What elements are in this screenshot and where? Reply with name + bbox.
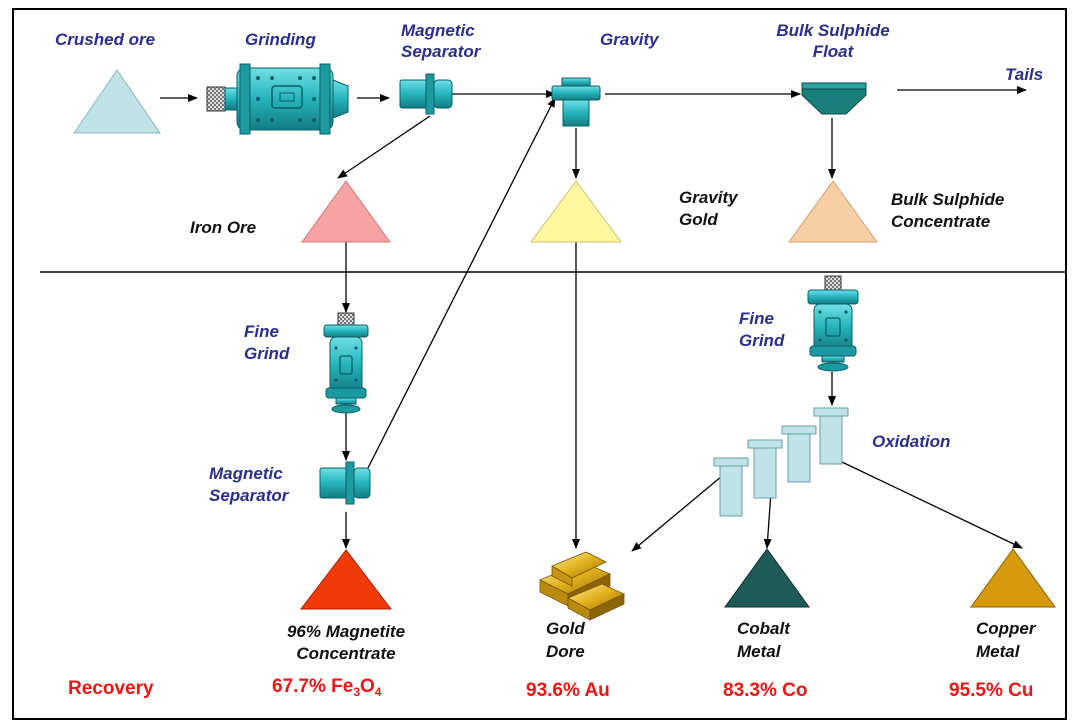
label-fine-grind-left-l2: Grind xyxy=(244,344,290,363)
recovery-label: Recovery xyxy=(68,678,154,699)
label-grinding: Grinding xyxy=(245,30,316,49)
arrow-magsep2-to-gravity xyxy=(367,97,556,469)
label-bulk-sulphide-concentrate-l2: Concentrate xyxy=(891,212,991,231)
label-oxidation: Oxidation xyxy=(872,432,951,451)
magnetic-separator-2-icon xyxy=(319,461,371,505)
label-cobalt-metal-l1: Cobalt xyxy=(737,619,790,638)
label-bulk-sulphide-float-l2: Float xyxy=(812,42,854,61)
arrow-oxidation-to-gold xyxy=(631,475,723,552)
label-bulk-sulphide-concentrate-l1: Bulk Sulphide xyxy=(891,190,1005,209)
label-magnetite-l1: 96% Magnetite xyxy=(286,622,406,641)
crushed-ore-pile xyxy=(73,69,161,134)
label-gravity-gold-l2: Gold xyxy=(679,210,718,229)
label-magnetic-separator-2-l2: Separator xyxy=(209,486,289,505)
label-cobalt-metal-l2: Metal xyxy=(737,642,781,661)
grinding-mill-icon xyxy=(206,63,349,135)
label-fine-grind-right-l1: Fine xyxy=(739,309,774,328)
iron-ore-pile xyxy=(301,180,391,243)
copper-metal-pile xyxy=(970,548,1056,608)
recovery-copper: 95.5% Cu xyxy=(949,680,1034,701)
label-fine-grind-right-l2: Grind xyxy=(739,331,785,350)
magnetite-concentrate-pile xyxy=(299,549,393,610)
gold-bars-icon xyxy=(539,551,625,621)
label-magnetic-separator-l1: Magnetic xyxy=(401,21,475,40)
diagram-frame xyxy=(12,8,1067,720)
label-copper-metal-l1: Copper xyxy=(976,619,1036,638)
recovery-magnetite: 67.7% Fe3O4 xyxy=(272,676,382,699)
label-crushed-ore: Crushed ore xyxy=(55,30,156,49)
label-magnetite-l2: Concentrate xyxy=(296,644,396,663)
magnetic-separator-icon xyxy=(399,73,453,115)
cobalt-metal-pile xyxy=(724,548,810,608)
fine-grind-mill-left-icon xyxy=(323,312,369,414)
label-gravity-gold-l1: Gravity xyxy=(679,188,738,207)
arrow-magsep-to-ironore xyxy=(337,115,431,179)
oxidation-tanks-icon xyxy=(713,407,849,517)
label-iron-ore: Iron Ore xyxy=(190,218,257,237)
gravity-concentrator-icon xyxy=(551,77,601,127)
label-fine-grind-left-l1: Fine xyxy=(244,322,279,341)
flotation-cell-icon xyxy=(801,82,867,115)
label-tails: Tails xyxy=(1005,65,1044,84)
label-gold-dore-l1: Gold xyxy=(546,619,585,638)
label-gravity: Gravity xyxy=(600,30,659,49)
flow-arrows xyxy=(160,86,1027,552)
label-copper-metal-l2: Metal xyxy=(976,642,1020,661)
label-magnetic-separator-2-l1: Magnetic xyxy=(209,464,283,483)
label-gold-dore-l2: Dore xyxy=(546,642,585,661)
gravity-gold-pile xyxy=(530,180,622,243)
recovery-gold: 93.6% Au xyxy=(526,680,610,701)
label-magnetic-separator-l2: Separator xyxy=(401,42,481,61)
arrow-oxidation-to-copper xyxy=(841,461,1023,549)
fine-grind-mill-right-icon xyxy=(807,275,859,372)
label-bulk-sulphide-float-l1: Bulk Sulphide xyxy=(776,21,890,40)
bulk-sulphide-concentrate-pile xyxy=(788,180,878,243)
recovery-cobalt: 83.3% Co xyxy=(723,680,808,701)
